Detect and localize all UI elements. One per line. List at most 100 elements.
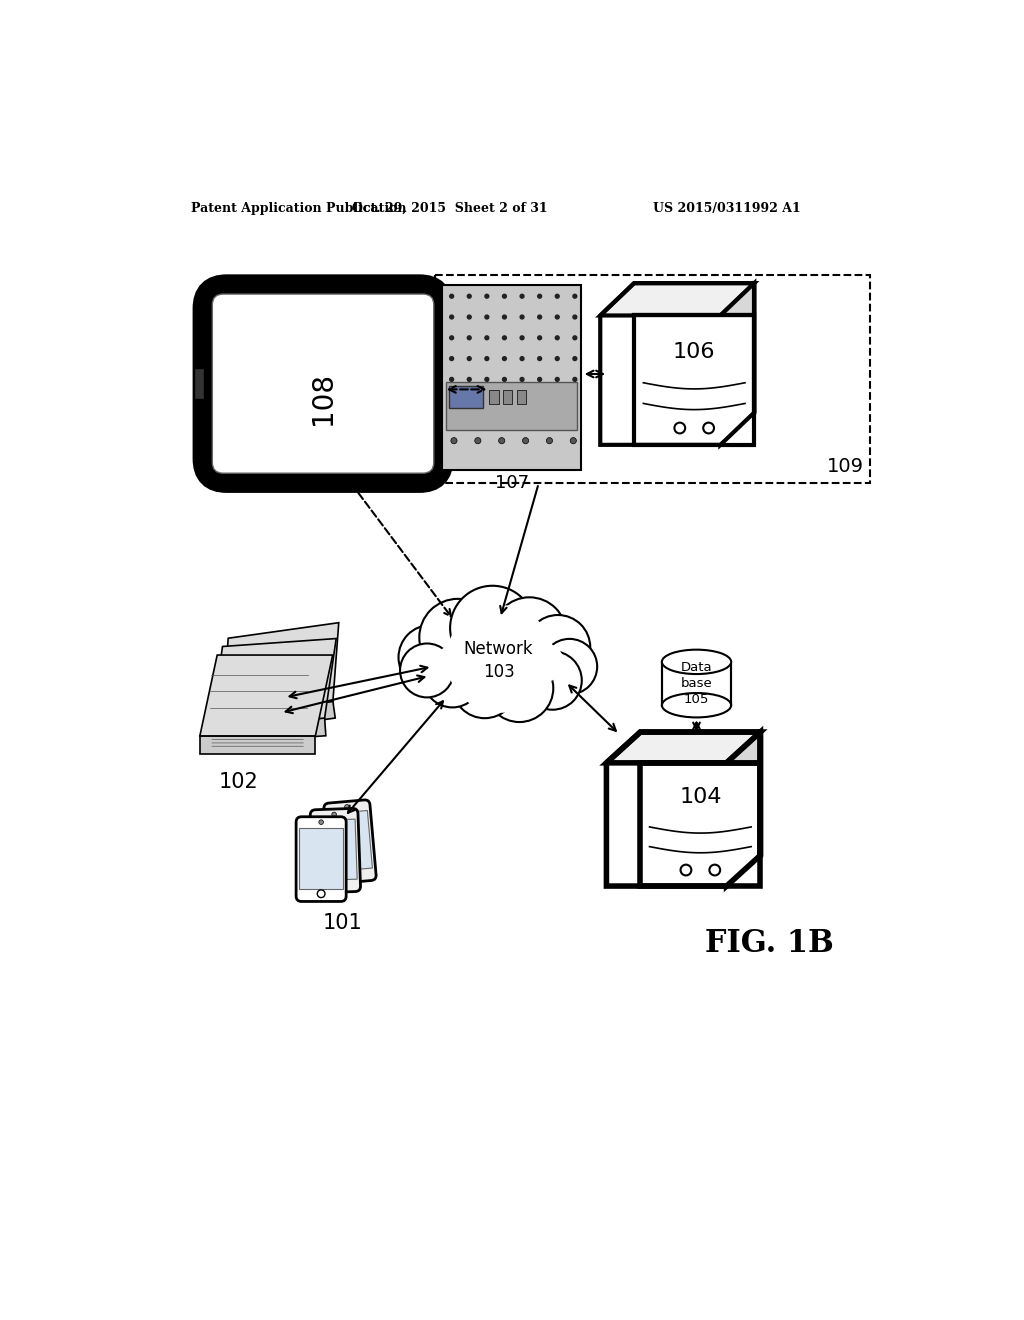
Circle shape <box>522 438 528 444</box>
Circle shape <box>555 378 559 381</box>
FancyBboxPatch shape <box>310 808 360 892</box>
Circle shape <box>572 315 577 319</box>
Circle shape <box>450 378 454 381</box>
Polygon shape <box>720 284 755 445</box>
Circle shape <box>450 335 454 339</box>
Circle shape <box>451 438 457 444</box>
Circle shape <box>538 315 542 319</box>
Circle shape <box>485 294 488 298</box>
Circle shape <box>419 599 497 676</box>
Circle shape <box>538 378 542 381</box>
FancyArrowPatch shape <box>223 722 313 729</box>
Bar <box>299 828 343 890</box>
Polygon shape <box>222 623 339 717</box>
Circle shape <box>318 820 324 825</box>
Circle shape <box>542 639 597 694</box>
Circle shape <box>703 422 714 433</box>
Circle shape <box>451 586 535 671</box>
FancyBboxPatch shape <box>324 800 376 883</box>
FancyArrowPatch shape <box>223 726 313 731</box>
Text: Patent Application Publication: Patent Application Publication <box>190 202 407 215</box>
Bar <box>200 737 315 755</box>
Bar <box>489 389 499 404</box>
Circle shape <box>493 597 566 671</box>
Circle shape <box>450 294 454 298</box>
Circle shape <box>475 438 481 444</box>
Bar <box>442 285 581 470</box>
Circle shape <box>400 644 454 697</box>
Polygon shape <box>606 733 761 763</box>
Text: 108: 108 <box>309 372 337 425</box>
Bar <box>313 820 357 880</box>
Polygon shape <box>427 628 569 688</box>
Bar <box>517 389 526 404</box>
Circle shape <box>503 294 507 298</box>
Circle shape <box>398 626 463 689</box>
Circle shape <box>572 378 577 381</box>
Circle shape <box>520 294 524 298</box>
Circle shape <box>485 335 488 339</box>
Bar <box>435 276 869 483</box>
Circle shape <box>499 438 505 444</box>
FancyBboxPatch shape <box>204 285 442 482</box>
Text: Oct. 29, 2015  Sheet 2 of 31: Oct. 29, 2015 Sheet 2 of 31 <box>352 202 548 215</box>
Bar <box>195 368 204 399</box>
FancyBboxPatch shape <box>296 817 346 902</box>
Circle shape <box>681 865 691 875</box>
Circle shape <box>520 335 524 339</box>
Circle shape <box>450 315 454 319</box>
Circle shape <box>467 378 471 381</box>
Circle shape <box>423 649 481 708</box>
Text: 101: 101 <box>323 913 362 933</box>
Circle shape <box>503 378 507 381</box>
FancyArrowPatch shape <box>234 709 323 722</box>
FancyArrowPatch shape <box>234 706 322 718</box>
Text: 109: 109 <box>826 457 863 475</box>
Bar <box>328 810 373 871</box>
Bar <box>449 387 483 408</box>
Text: 102: 102 <box>218 772 258 792</box>
Circle shape <box>675 422 685 433</box>
Circle shape <box>538 335 542 339</box>
Circle shape <box>503 356 507 360</box>
Text: Network
103: Network 103 <box>464 640 534 681</box>
Circle shape <box>572 356 577 360</box>
Circle shape <box>555 294 559 298</box>
Bar <box>662 661 731 705</box>
Bar <box>211 718 326 743</box>
Circle shape <box>332 812 337 817</box>
Circle shape <box>523 651 582 710</box>
Text: 106: 106 <box>673 342 716 362</box>
Circle shape <box>547 438 553 444</box>
FancyBboxPatch shape <box>212 294 434 473</box>
Circle shape <box>503 315 507 319</box>
Circle shape <box>555 356 559 360</box>
Circle shape <box>485 356 488 360</box>
Circle shape <box>525 615 590 680</box>
Text: 107: 107 <box>495 474 528 491</box>
Circle shape <box>710 865 720 875</box>
Text: FIG. 1B: FIG. 1B <box>706 928 834 960</box>
Circle shape <box>520 356 524 360</box>
Circle shape <box>345 805 349 809</box>
Bar <box>634 315 755 445</box>
Polygon shape <box>727 733 761 886</box>
FancyArrowPatch shape <box>223 729 313 735</box>
FancyArrowPatch shape <box>236 713 323 725</box>
Circle shape <box>467 335 471 339</box>
Text: 104: 104 <box>679 787 722 808</box>
Bar <box>222 701 335 734</box>
Circle shape <box>555 315 559 319</box>
Circle shape <box>555 335 559 339</box>
Circle shape <box>520 315 524 319</box>
Polygon shape <box>600 284 755 315</box>
Bar <box>503 389 512 404</box>
Circle shape <box>570 438 577 444</box>
Circle shape <box>572 294 577 298</box>
Circle shape <box>520 378 524 381</box>
Circle shape <box>446 605 554 713</box>
Circle shape <box>467 356 471 360</box>
Circle shape <box>317 890 325 898</box>
Circle shape <box>485 315 488 319</box>
Circle shape <box>538 356 542 360</box>
